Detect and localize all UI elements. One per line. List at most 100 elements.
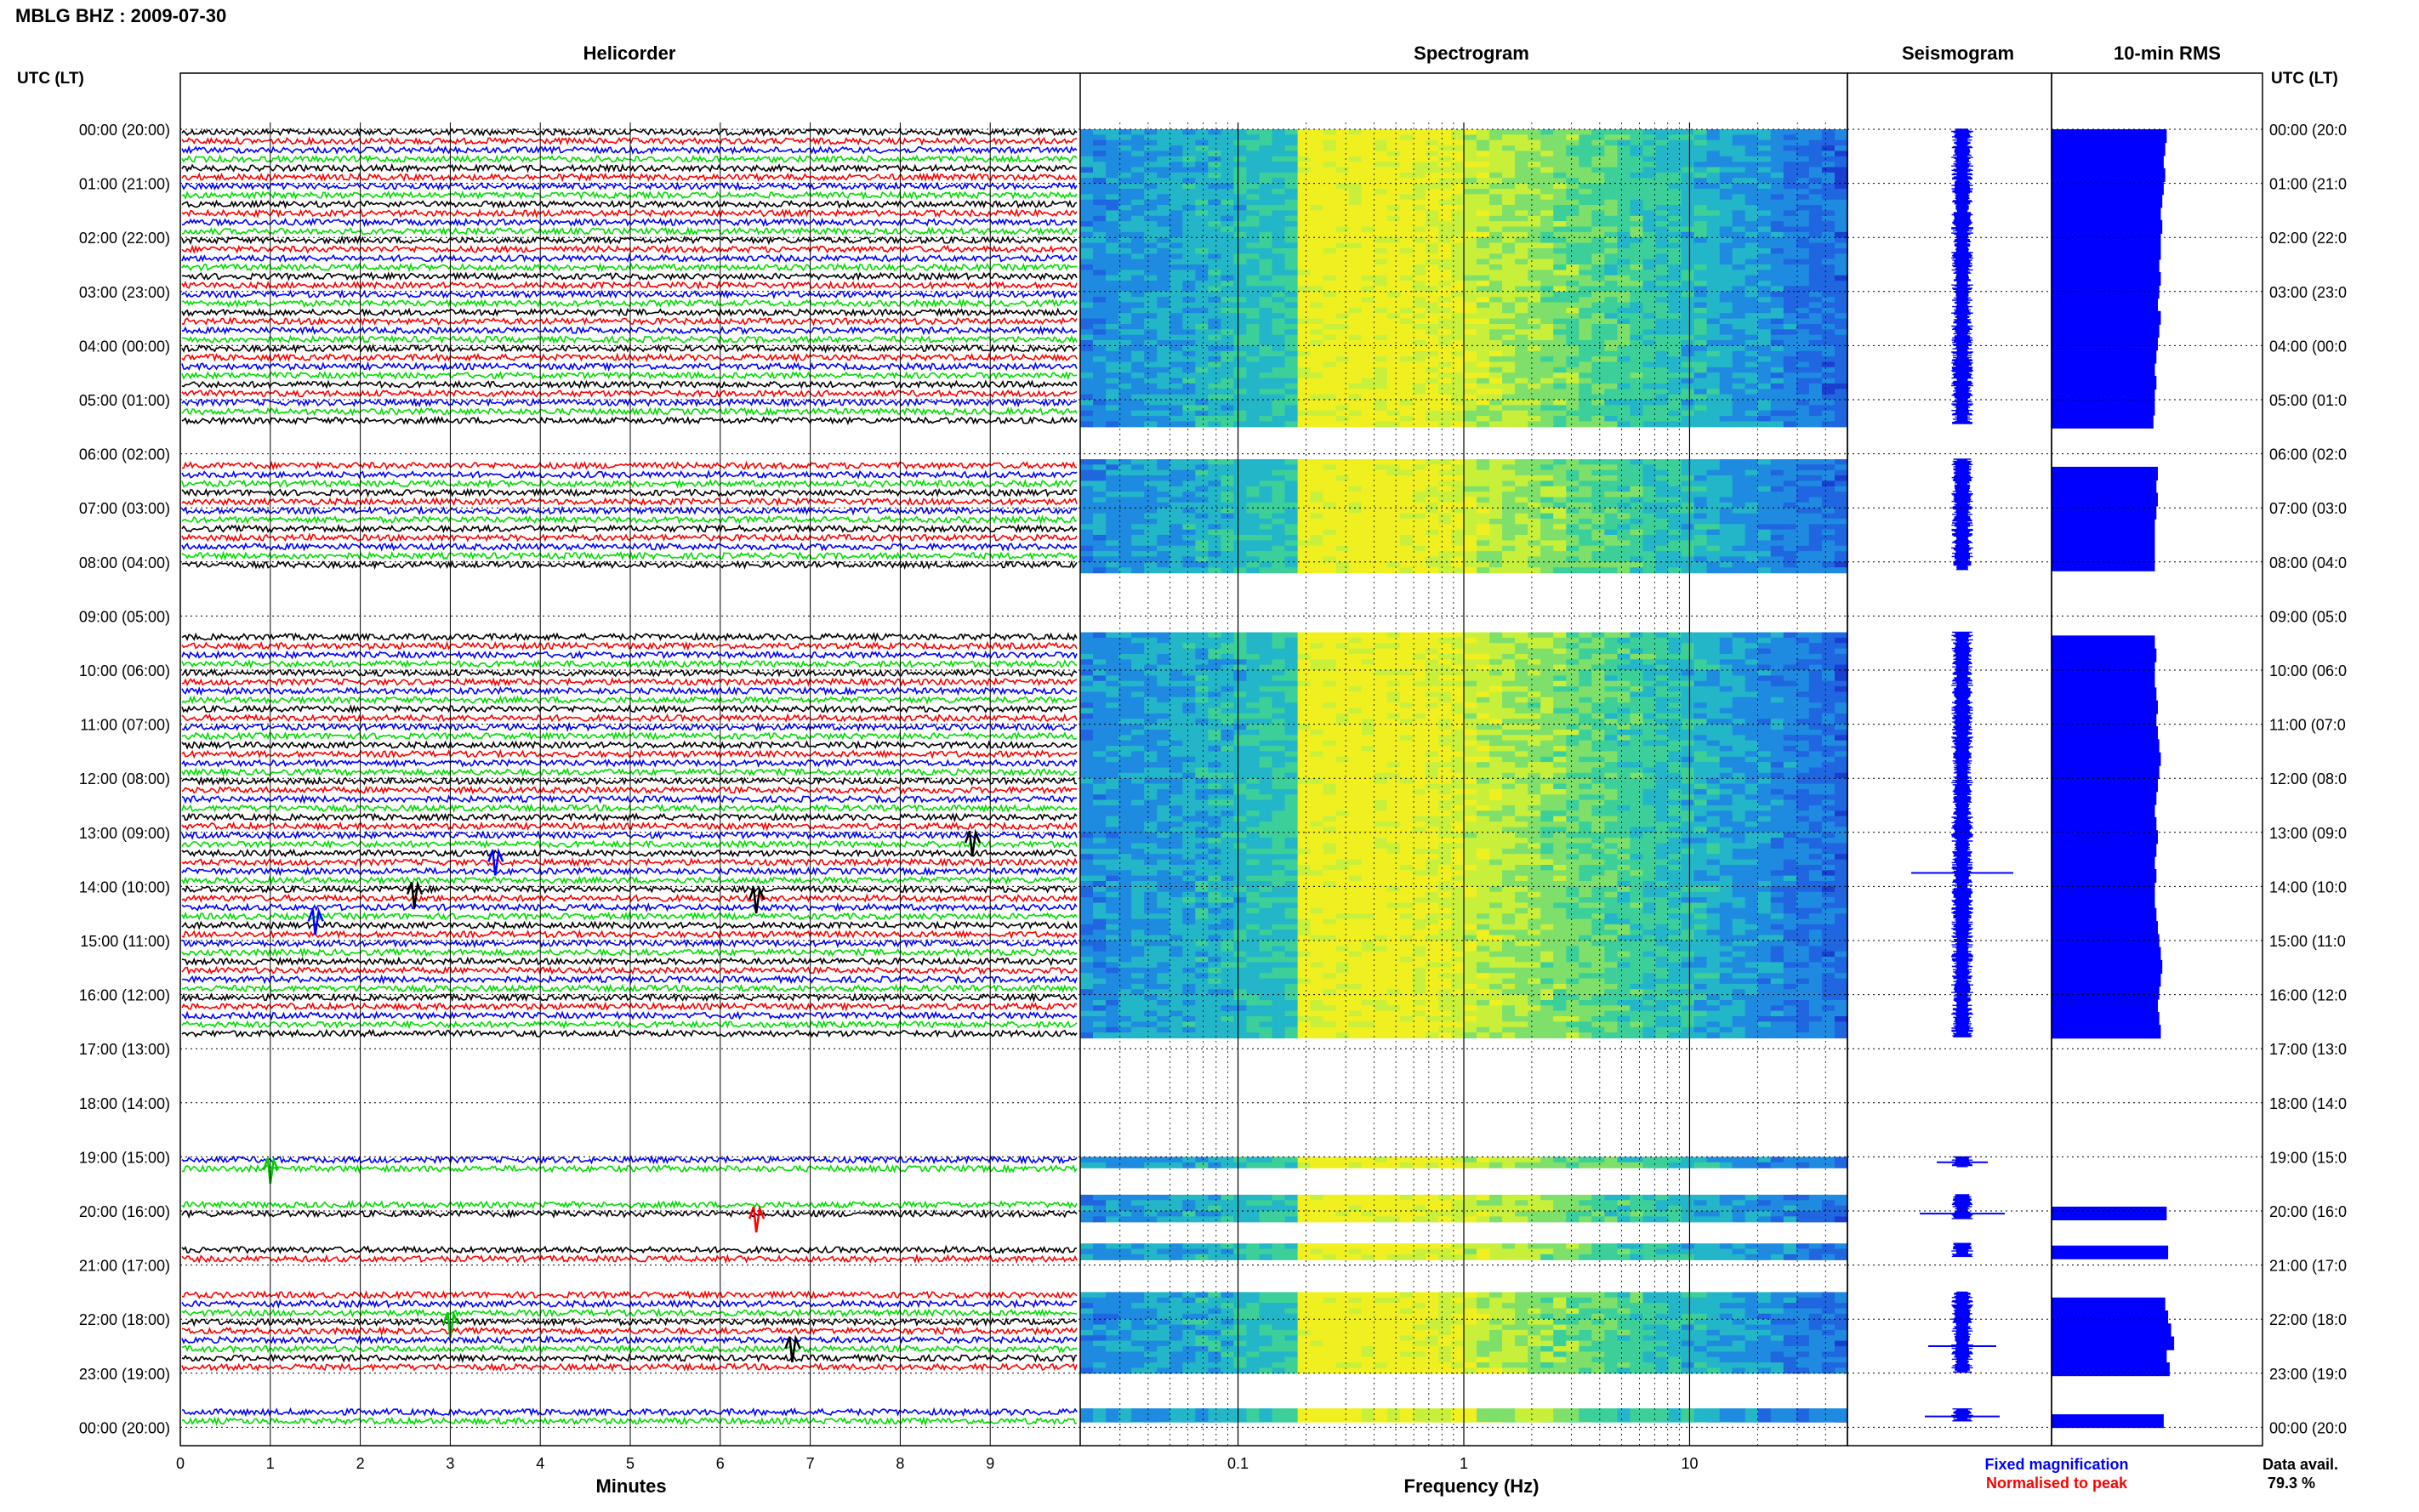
spectrogram-cell (1693, 313, 1708, 320)
spectrogram-cell (1412, 334, 1426, 341)
spectrogram-cell (1106, 247, 1119, 254)
spectrogram-cell (1131, 275, 1145, 281)
spectrogram-cell (1515, 524, 1528, 531)
spectrogram-cell (1157, 231, 1170, 238)
spectrogram-cell (1655, 194, 1670, 201)
spectrogram-cell (1412, 275, 1426, 281)
spectrogram-cell (1693, 653, 1708, 660)
spectrogram-cell (1335, 313, 1350, 320)
spectrogram-cell (1182, 508, 1196, 514)
spectrogram-cell (1630, 529, 1643, 536)
spectrogram-cell (1706, 172, 1721, 179)
spectrogram-cell (1451, 405, 1465, 412)
spectrogram-cell (1835, 643, 1848, 650)
spectrogram-cell (1655, 540, 1670, 547)
spectrogram-cell (1732, 178, 1746, 185)
spectrogram-cell (1233, 313, 1247, 320)
spectrogram-cell (1208, 194, 1221, 201)
spectrogram-cell (1246, 529, 1260, 536)
spectrogram-cell (1361, 178, 1375, 185)
spectrogram-cell (1259, 492, 1273, 498)
spectrogram-cell (1693, 275, 1708, 281)
spectrogram-cell (1540, 648, 1554, 655)
spectrogram-cell (1745, 492, 1759, 498)
spectrogram-cell (1579, 383, 1592, 389)
spectrogram-cell (1821, 205, 1836, 211)
spectrogram-cell (1477, 524, 1490, 531)
spectrogram-cell (1502, 215, 1516, 222)
spectrogram-cell (1528, 632, 1541, 639)
spectrogram-cell (1272, 469, 1286, 476)
spectrogram-cell (1412, 405, 1426, 412)
spectrogram-cell (1233, 643, 1247, 650)
spectrogram-cell (1259, 664, 1273, 671)
spectrogram-cell (1412, 178, 1426, 185)
spectrogram-cell (1170, 302, 1183, 309)
spectrogram-cell (1195, 134, 1209, 141)
spectrogram-cell (1323, 535, 1337, 541)
spectrogram-cell (1118, 237, 1132, 244)
spectrogram-cell (1745, 535, 1759, 541)
spectrogram-cell (1233, 247, 1247, 254)
spectrogram-cell (1630, 567, 1643, 574)
spectrogram-cell (1579, 535, 1592, 541)
spectrogram-cell (1182, 389, 1196, 395)
spectrogram-cell (1348, 318, 1363, 325)
spectrogram-cell (1170, 464, 1183, 471)
spectrogram-cell (1617, 194, 1631, 201)
spectrogram-cell (1437, 242, 1452, 249)
spectrogram-cell (1553, 497, 1567, 503)
spectrogram-cell (1259, 139, 1273, 146)
spectrogram-cell (1732, 497, 1746, 503)
spectrogram-cell (1412, 464, 1426, 471)
spectrogram-cell (1796, 189, 1810, 195)
spectrogram-cell (1399, 318, 1414, 325)
spectrogram-cell (1553, 459, 1567, 465)
spectrogram-cell (1284, 410, 1299, 417)
spectrogram-cell (1323, 486, 1337, 492)
spectrogram-cell (1093, 518, 1107, 525)
spectrogram-cell (1540, 275, 1554, 281)
spectrogram-cell (1208, 632, 1221, 639)
spectrogram-cell (1131, 318, 1145, 325)
spectrogram-cell (1757, 637, 1772, 644)
spectrogram-cell (1719, 637, 1733, 644)
spectrogram-cell (1451, 313, 1465, 320)
spectrogram-cell (1617, 345, 1631, 352)
spectrogram-cell (1310, 356, 1324, 363)
spectrogram-cell (1528, 350, 1541, 357)
spectrogram-cell (1591, 286, 1605, 293)
spectrogram-cell (1604, 556, 1618, 563)
spectrogram-cell (1118, 670, 1132, 676)
spectrogram-cell (1808, 247, 1823, 254)
spectrogram-cell (1425, 664, 1439, 671)
spectrogram-cell (1425, 242, 1439, 249)
spectrogram-cell (1157, 648, 1170, 655)
spectrogram-cell (1681, 486, 1695, 492)
spectrogram-cell (1668, 524, 1682, 531)
spectrogram-cell (1208, 199, 1221, 206)
spectrogram-cell (1489, 524, 1503, 531)
spectrogram-cell (1528, 221, 1541, 228)
spectrogram-cell (1361, 270, 1375, 276)
spectrogram-cell (1144, 237, 1158, 244)
spectrogram-cell (1437, 502, 1452, 509)
spectrogram-cell (1182, 350, 1196, 357)
spectrogram-cell (1412, 247, 1426, 254)
spectrogram-cell (1706, 134, 1721, 141)
spectrogram-cell (1808, 486, 1823, 492)
spectrogram-cell (1118, 464, 1132, 471)
spectrogram-cell (1642, 540, 1657, 547)
spectrogram-cell (1386, 242, 1401, 249)
spectrogram-cell (1591, 486, 1605, 492)
spectrogram-cell (1591, 529, 1605, 536)
spectrogram-cell (1374, 508, 1388, 514)
spectrogram-cell (1591, 416, 1605, 423)
spectrogram-cell (1106, 670, 1119, 676)
spectrogram-cell (1732, 556, 1746, 563)
spectrogram-cell (1540, 286, 1554, 293)
spectrogram-cell (1770, 637, 1784, 644)
spectrogram-cell (1399, 513, 1414, 520)
spectrogram-cell (1655, 162, 1670, 168)
spectrogram-cell (1681, 551, 1695, 558)
